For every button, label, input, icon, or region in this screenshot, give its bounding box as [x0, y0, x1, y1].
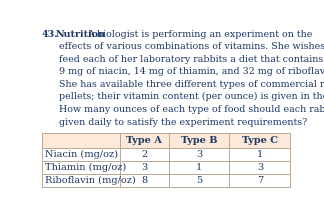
Text: Riboflavin (mg/oz): Riboflavin (mg/oz) — [45, 176, 135, 185]
Bar — [168, 161, 229, 174]
Text: Thiamin (mg/oz): Thiamin (mg/oz) — [45, 163, 126, 172]
Bar — [120, 148, 168, 161]
Text: Nutrition: Nutrition — [56, 29, 106, 39]
Bar — [42, 132, 120, 148]
Text: Niacin (mg/oz): Niacin (mg/oz) — [45, 150, 118, 159]
Bar — [168, 132, 229, 148]
Bar — [229, 161, 290, 174]
Text: 3: 3 — [196, 150, 202, 159]
Text: 1: 1 — [257, 150, 263, 159]
Text: feed each of her laboratory rabbits a diet that contains exactly: feed each of her laboratory rabbits a di… — [59, 55, 324, 64]
Text: A biologist is performing an experiment on the: A biologist is performing an experiment … — [87, 29, 312, 39]
Bar — [120, 174, 168, 187]
Bar — [168, 174, 229, 187]
Bar — [229, 174, 290, 187]
Text: 1: 1 — [196, 163, 202, 172]
Bar — [120, 132, 168, 148]
Text: given daily to satisfy the experiment requirements?: given daily to satisfy the experiment re… — [59, 117, 307, 127]
Bar — [42, 161, 120, 174]
Text: She has available three different types of commercial rabbit: She has available three different types … — [59, 80, 324, 89]
Text: 3: 3 — [257, 163, 263, 172]
Text: 9 mg of niacin, 14 mg of thiamin, and 32 mg of riboflavin.: 9 mg of niacin, 14 mg of thiamin, and 32… — [59, 67, 324, 76]
Text: 8: 8 — [141, 176, 147, 185]
Text: effects of various combinations of vitamins. She wishes to: effects of various combinations of vitam… — [59, 42, 324, 51]
Bar — [168, 148, 229, 161]
Bar — [42, 148, 120, 161]
Bar — [229, 132, 290, 148]
Text: 5: 5 — [196, 176, 202, 185]
Text: 43.: 43. — [42, 29, 58, 39]
Text: Type A: Type A — [126, 136, 162, 145]
Text: 3: 3 — [141, 163, 147, 172]
Text: How many ounces of each type of food should each rabbit be: How many ounces of each type of food sho… — [59, 105, 324, 114]
Text: Type C: Type C — [242, 136, 278, 145]
Text: pellets; their vitamin content (per ounce) is given in the table.: pellets; their vitamin content (per ounc… — [59, 92, 324, 102]
Text: 7: 7 — [257, 176, 263, 185]
Bar — [42, 174, 120, 187]
Bar — [120, 161, 168, 174]
Text: Type B: Type B — [181, 136, 217, 145]
Text: 2: 2 — [141, 150, 147, 159]
Bar — [229, 148, 290, 161]
